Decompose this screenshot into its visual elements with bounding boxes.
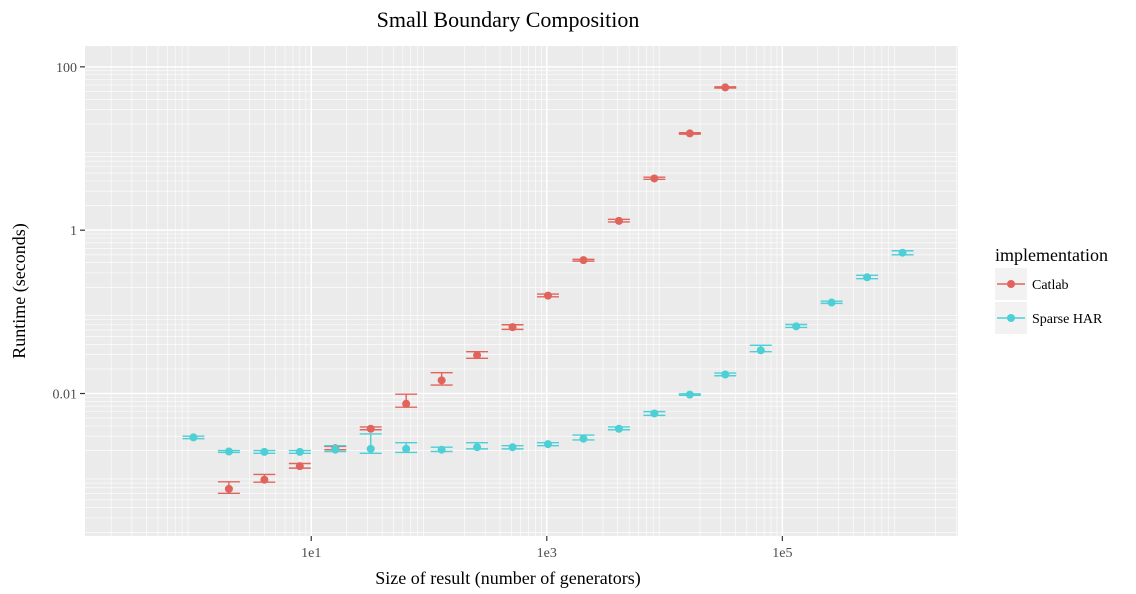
data-point: [189, 433, 198, 442]
data-point: [614, 424, 623, 433]
legend-key-point: [1007, 314, 1015, 322]
data-point: [331, 445, 340, 454]
plot-panel: [85, 46, 958, 536]
legend-label: Sparse HAR: [1032, 312, 1103, 327]
data-point: [402, 399, 411, 408]
y-tick-label: 1: [70, 224, 77, 239]
data-point: [792, 322, 801, 331]
chart-title: Small Boundary Composition: [377, 7, 640, 32]
y-tick-label: 0.01: [53, 388, 78, 403]
y-axis-label: Runtime (seconds): [9, 223, 30, 358]
data-point: [579, 256, 588, 265]
data-point: [721, 83, 730, 92]
data-point: [224, 484, 233, 493]
data-point: [544, 291, 553, 300]
axes: 1e1 1e3 1e5 0.01 1 100: [53, 61, 793, 561]
data-point: [827, 298, 836, 307]
data-point: [366, 444, 375, 453]
data-point: [437, 376, 446, 385]
y-tick-label: 100: [56, 61, 77, 76]
data-point: [650, 409, 659, 418]
legend: implementation Catlab Sparse HAR: [995, 245, 1108, 334]
x-tick-label: 1e3: [537, 546, 557, 561]
data-point: [579, 434, 588, 443]
data-point: [473, 351, 482, 360]
data-point: [473, 443, 482, 452]
x-tick-label: 1e1: [301, 546, 321, 561]
data-point: [508, 443, 517, 452]
data-point: [260, 447, 269, 456]
data-point: [295, 462, 304, 471]
legend-key-point: [1007, 280, 1015, 288]
data-point: [685, 390, 694, 399]
grid-major: [85, 46, 958, 536]
data-point: [224, 447, 233, 456]
data-point: [544, 440, 553, 449]
data-point: [260, 475, 269, 484]
data-point: [756, 346, 765, 355]
data-point: [295, 447, 304, 456]
x-tick-label: 1e5: [772, 546, 792, 561]
legend-items: Catlab Sparse HAR: [995, 268, 1103, 334]
x-axis-label: Size of result (number of generators): [375, 568, 640, 589]
data-point: [614, 216, 623, 225]
data-point: [402, 444, 411, 453]
data-point: [721, 370, 730, 379]
legend-title: implementation: [995, 245, 1108, 265]
data-point: [898, 248, 907, 257]
data-point: [366, 424, 375, 433]
legend-label: Catlab: [1032, 278, 1069, 293]
data-point: [863, 273, 872, 282]
data-point: [508, 323, 517, 332]
data-point: [650, 174, 659, 183]
grid-minor: [85, 46, 958, 536]
data-point: [685, 129, 694, 138]
series-layer: [182, 83, 914, 494]
data-point: [437, 445, 446, 454]
series-sparse-har: [182, 248, 914, 456]
